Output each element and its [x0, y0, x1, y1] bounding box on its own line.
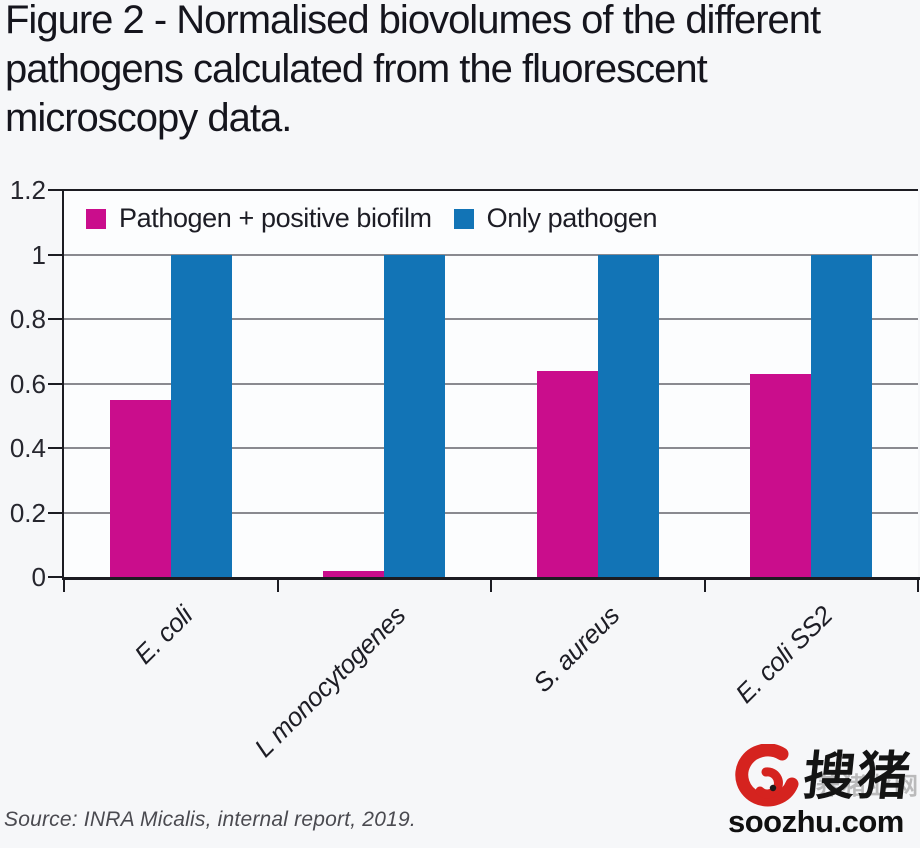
y-tick-0.8 [48, 318, 62, 320]
y-tick-1.2 [48, 189, 62, 191]
y-tick-label: 0.4 [9, 433, 46, 463]
x-tick-4 [917, 578, 919, 592]
chart-legend: Pathogen + positive biofilm Only pathogen [86, 203, 679, 234]
y-axis-line [62, 189, 64, 580]
legend-label-1: Pathogen + positive biofilm [119, 203, 432, 233]
bar-e-coli-ss2-s1 [750, 373, 812, 577]
bar-e-coli-s1 [109, 399, 171, 577]
soozhu-logo-icon [735, 744, 799, 807]
y-tick-label: 0.2 [9, 497, 46, 528]
bar-e-coli-ss2-s2 [811, 254, 873, 577]
y-tick-label: 0 [31, 562, 46, 592]
y-tick-0.4 [48, 447, 62, 449]
plot-top-line [62, 189, 918, 191]
gridline-0.6 [64, 382, 918, 385]
x-tick-0 [63, 578, 65, 592]
gridline-0.4 [64, 447, 918, 449]
y-tick-0.2 [48, 511, 62, 514]
y-tick-label: 1 [31, 239, 46, 270]
figure-title: Figure 2 - Normalised biovolumes of the … [5, 0, 821, 140]
bar-l-monocytogenes-s1 [323, 570, 385, 577]
bar-s-aureus-s1 [536, 370, 598, 577]
legend-swatch-2 [453, 208, 474, 229]
x-tick-3 [703, 578, 706, 592]
y-tick-1 [48, 253, 62, 256]
y-tick-0 [48, 576, 62, 578]
bar-s-aureus-s2 [597, 254, 659, 577]
watermark: 养猪业网 搜猪 soozhu.com [720, 740, 920, 840]
x-tick-2 [490, 578, 492, 592]
y-tick-label: 0.6 [9, 368, 46, 399]
y-tick-label: 1.2 [9, 175, 46, 205]
gridline-0.8 [64, 318, 918, 320]
bar-e-coli-s2 [170, 254, 232, 577]
y-tick-label: 0.8 [9, 304, 46, 334]
bar-l-monocytogenes-s2 [384, 254, 446, 577]
gridline-0.2 [64, 511, 918, 514]
x-tick-1 [276, 578, 279, 592]
y-tick-0.6 [48, 382, 62, 385]
watermark-cn-text: 搜猪 [800, 748, 915, 806]
source-note: Source: INRA Micalis, internal report, 2… [4, 808, 416, 831]
gridline-1 [64, 253, 918, 256]
watermark-domain-text: soozhu.com [728, 804, 904, 839]
legend-swatch-1 [86, 208, 106, 229]
legend-label-2: Only pathogen [486, 203, 658, 233]
watermark-faint-text: 养猪业网 [816, 773, 920, 800]
